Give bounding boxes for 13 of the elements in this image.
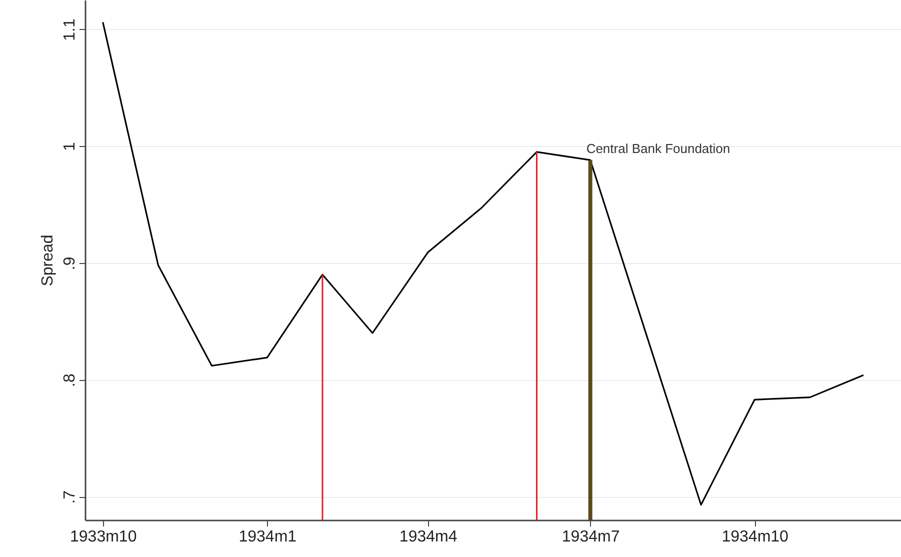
ref-line-label: Central Bank Foundation <box>586 141 730 156</box>
x-tick-label: 1933m10 <box>70 528 137 546</box>
x-tick-label: 1934m10 <box>722 528 789 546</box>
y-tick-label: .9 <box>62 256 78 270</box>
line-series <box>102 21 864 506</box>
x-tick-label: 1934m1 <box>238 528 297 546</box>
y-tick-label: .8 <box>62 374 78 387</box>
x-tick-label: 1934m7 <box>562 528 620 546</box>
x-tick-label: 1934m4 <box>399 528 458 546</box>
y-tick-label: .7 <box>62 490 78 504</box>
y-tick-label: 1.1 <box>62 18 78 41</box>
y-tick-label: 1 <box>62 142 78 152</box>
y-axis-title: Spread <box>40 234 56 286</box>
